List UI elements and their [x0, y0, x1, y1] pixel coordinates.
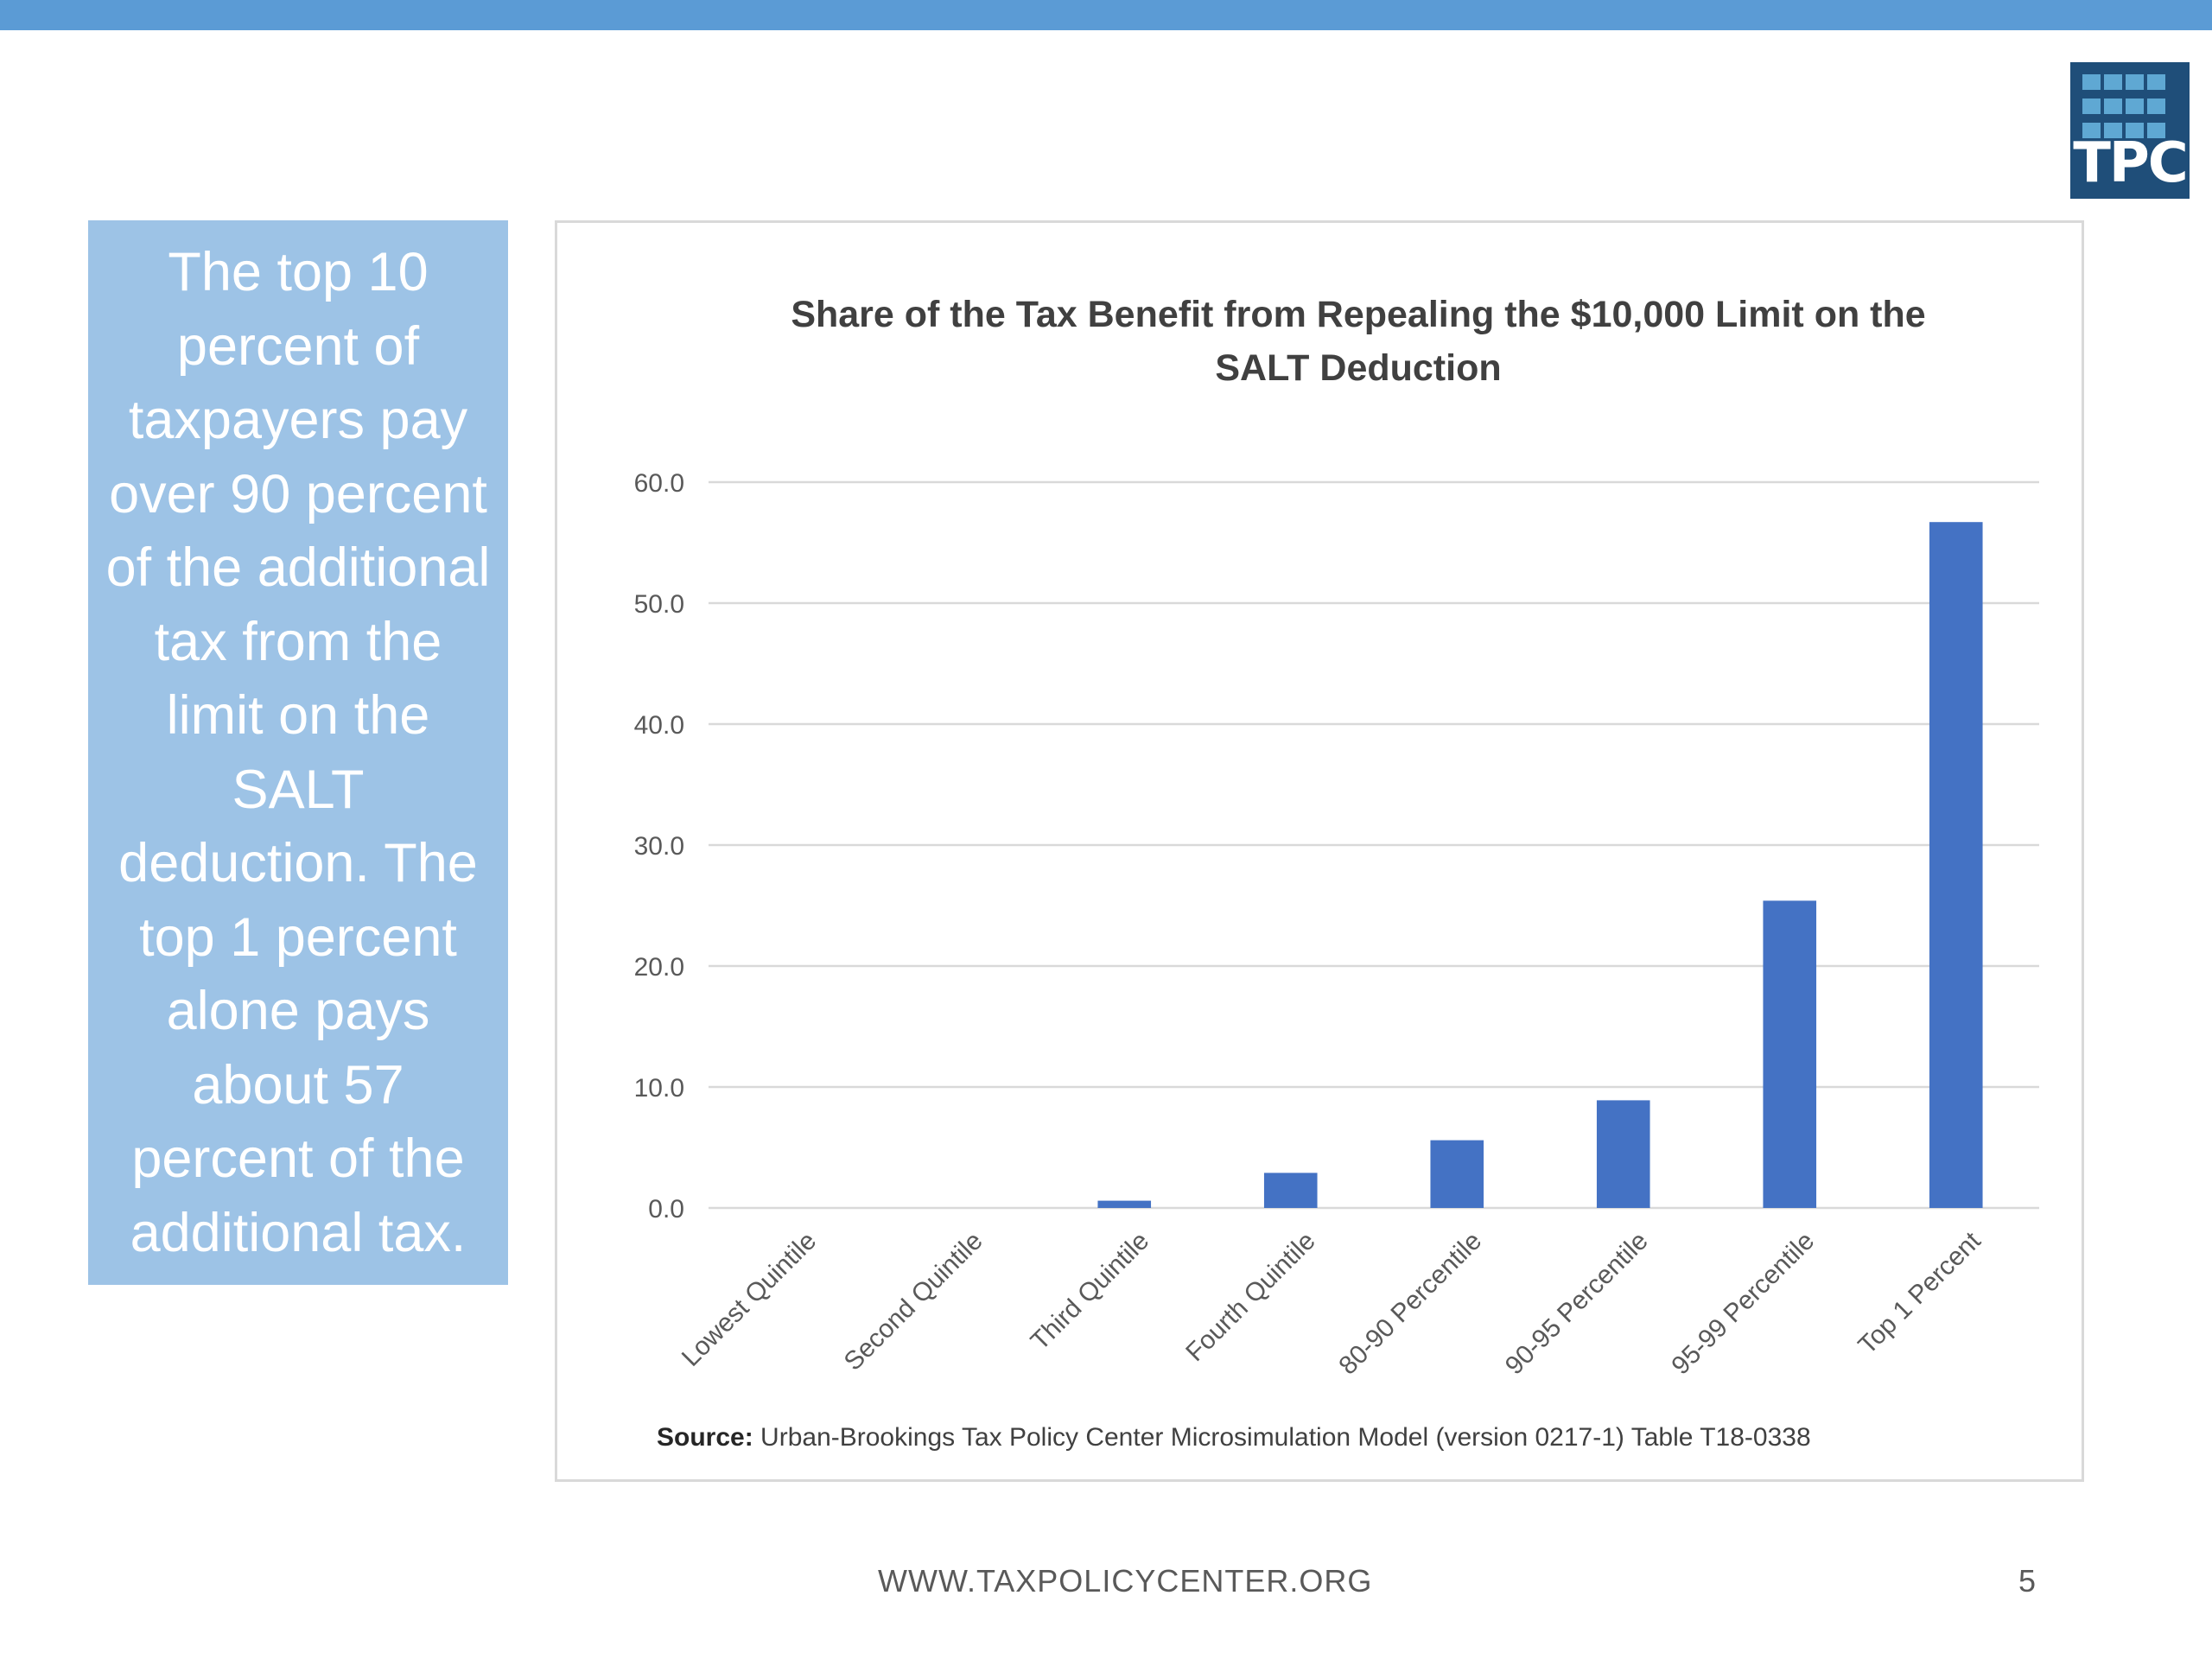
y-tick-label: 0.0	[648, 1195, 684, 1224]
y-tick-label: 20.0	[634, 953, 684, 982]
bar	[1596, 1100, 1650, 1208]
bar	[1763, 900, 1817, 1208]
bar	[1430, 1140, 1484, 1208]
x-tick-label: Third Quintile	[1026, 1227, 1154, 1356]
chart-title-line: Share of the Tax Benefit from Repealing …	[791, 294, 1925, 335]
y-tick-label: 50.0	[634, 590, 684, 619]
footer-url[interactable]: WWW.TAXPOLICYCENTER.ORG	[878, 1563, 1373, 1599]
x-tick-label: 80-90 Percentile	[1333, 1227, 1487, 1381]
x-tick-label: 90-95 Percentile	[1500, 1227, 1654, 1381]
top-accent-bar	[0, 0, 2212, 30]
y-tick-label: 30.0	[634, 832, 684, 861]
bar-chart: Share of the Tax Benefit from Repealing …	[634, 294, 2039, 1381]
source-label: Source:	[657, 1423, 753, 1452]
x-tick-label: Top 1 Percent	[1853, 1226, 1986, 1360]
logo-grid-icon	[2082, 74, 2179, 147]
x-tick-label: Lowest Quintile	[677, 1227, 822, 1372]
source-text: Urban-Brookings Tax Policy Center Micros…	[760, 1423, 1811, 1452]
tpc-logo: TPC	[2070, 62, 2190, 199]
callout-text: The top 10 percent of taxpayers pay over…	[105, 242, 491, 1263]
callout-box: The top 10 percent of taxpayers pay over…	[88, 220, 508, 1285]
y-tick-label: 40.0	[634, 711, 684, 740]
bar	[1929, 522, 1983, 1208]
chart-title-line: SALT Deduction	[1215, 347, 1501, 389]
source-note: Source: Urban-Brookings Tax Policy Cente…	[657, 1423, 1811, 1452]
page-number: 5	[2018, 1563, 2037, 1599]
y-tick-label: 10.0	[634, 1074, 684, 1103]
bar	[1097, 1200, 1152, 1208]
chart-frame: Share of the Tax Benefit from Repealing …	[555, 220, 2084, 1482]
x-tick-label: Second Quintile	[839, 1227, 988, 1376]
logo-text: TPC	[2073, 131, 2189, 195]
y-tick-label: 60.0	[634, 469, 684, 498]
x-tick-label: Fourth Quintile	[1180, 1227, 1320, 1367]
bar	[1263, 1173, 1318, 1208]
x-tick-label: 95-99 Percentile	[1666, 1227, 1820, 1381]
